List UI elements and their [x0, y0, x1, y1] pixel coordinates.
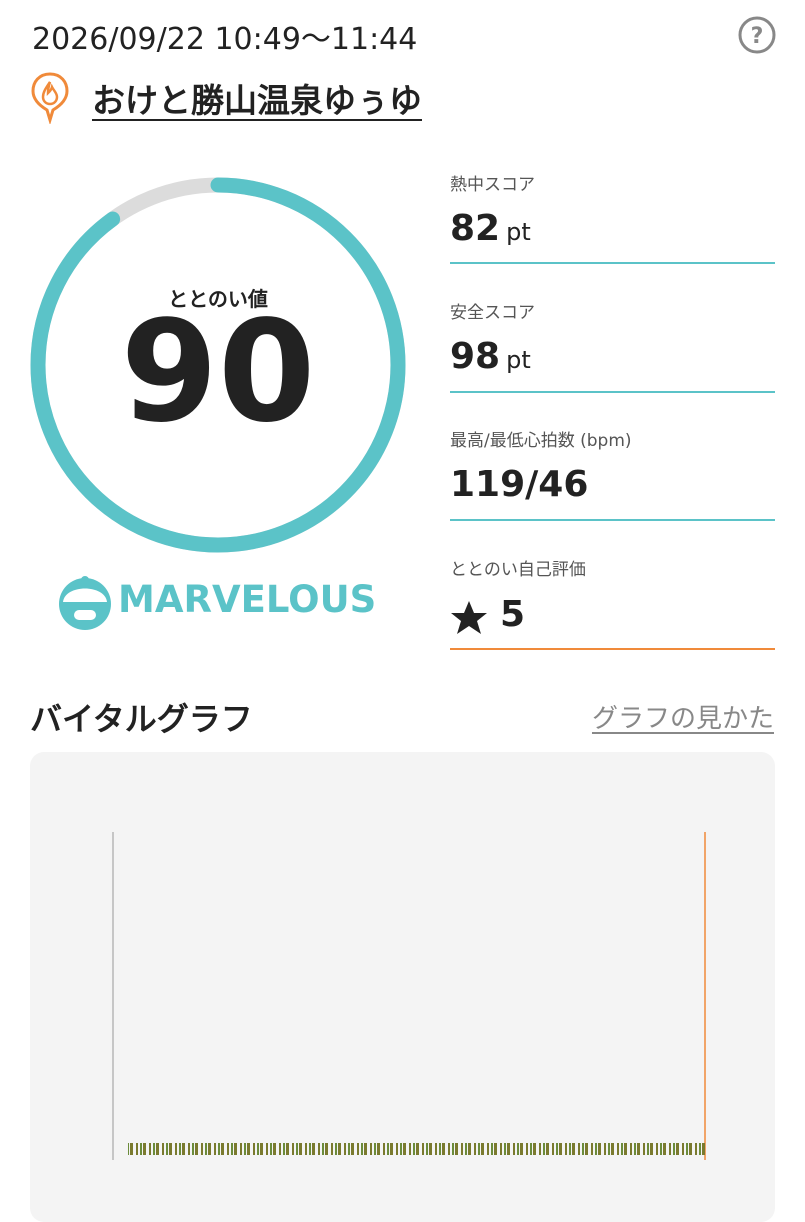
rank-icon [59, 576, 111, 630]
divider [450, 391, 775, 393]
score-value: 90 [121, 291, 316, 454]
help-link[interactable]: グラフの見かた [591, 704, 774, 734]
stat-label: 最高/最低心拍数 (bpm) [450, 431, 632, 451]
vital-chart [112, 832, 706, 1160]
stat-value: 5 [500, 594, 526, 635]
activity-rug [128, 1143, 705, 1155]
divider [450, 648, 775, 650]
divider [450, 519, 775, 521]
session-datetime: 2026/09/22 10:49～11:44 [32, 22, 418, 57]
rank: MARVELOUS [118, 578, 377, 621]
stat-number: 82 [450, 208, 501, 249]
stat-value: 98 pt [450, 336, 531, 377]
stat-unit: pt [506, 346, 531, 374]
score-label: ととのい値 [168, 287, 268, 311]
svg-text:?: ? [751, 24, 764, 49]
divider [450, 262, 775, 264]
stat-value: 82 pt [450, 208, 531, 249]
stat-value: 119/46 [450, 464, 589, 505]
help-icon[interactable]: ? [737, 15, 777, 55]
stat-unit: pt [506, 218, 531, 246]
stat-label: 熱中スコア [450, 175, 535, 195]
score-ring: ととのい値 90 [30, 177, 406, 553]
stat-label: ととのい自己評価 [450, 560, 586, 580]
stat-label: 安全スコア [450, 303, 535, 323]
section-title: バイタルグラフ [30, 700, 253, 738]
star-icon [451, 601, 487, 634]
stat-number: 98 [450, 336, 501, 377]
place-name[interactable]: おけと勝山温泉ゆぅゆ [92, 81, 422, 120]
place-icon [31, 72, 69, 124]
